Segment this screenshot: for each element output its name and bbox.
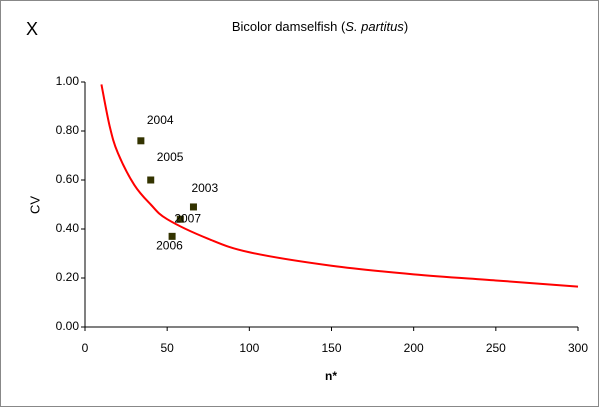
title-part: Bicolor damselfish (: [232, 19, 346, 34]
point: [137, 137, 145, 145]
point: [168, 232, 176, 240]
x-tick-label: 250: [486, 341, 506, 355]
point-label: 2006: [156, 239, 183, 253]
x-tick-label: 200: [404, 341, 424, 355]
title-part: ): [404, 19, 408, 34]
point-label: 2003: [191, 181, 218, 195]
point-label: 2004: [147, 113, 174, 127]
title-part: S. partitus: [345, 19, 404, 34]
y-tick-label: 1.00: [56, 74, 80, 88]
point: [176, 215, 184, 223]
x-tick-label: 100: [239, 341, 259, 355]
point: [147, 176, 155, 184]
point-label: 2007: [174, 211, 201, 225]
y-tick-label: 0.00: [56, 319, 80, 333]
y-tick-label: 0.60: [56, 172, 80, 186]
x-tick-label: 50: [160, 341, 174, 355]
x-axis-label: n*: [325, 369, 337, 383]
chart-title: Bicolor damselfish (S. partitus): [232, 19, 408, 34]
y-tick-label: 0.80: [56, 123, 80, 137]
y-tick-label: 0.40: [56, 221, 80, 235]
panel-label: X: [26, 19, 38, 39]
y-tick-label: 0.20: [56, 270, 80, 284]
curve: [100, 84, 579, 288]
x-tick-label: 0: [82, 341, 89, 355]
point-label: 2005: [157, 150, 184, 164]
y-axis-label: CV: [27, 196, 42, 214]
x-tick-label: 150: [321, 341, 341, 355]
x-tick-label: 300: [568, 341, 588, 355]
point: [189, 203, 197, 211]
